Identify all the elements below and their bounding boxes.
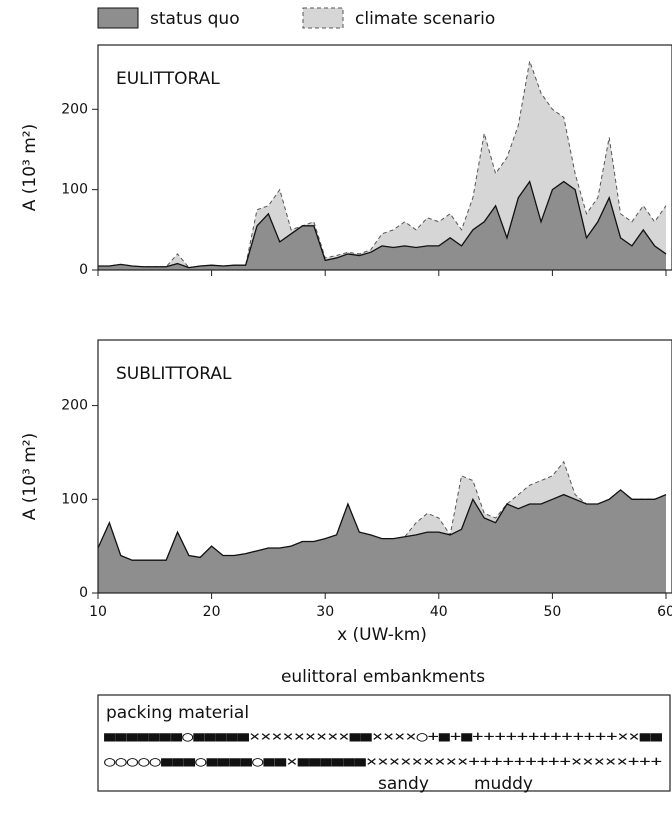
panel-label: EULITTORAL: [116, 69, 220, 89]
y-axis-label: A (10³ m²): [20, 124, 40, 212]
x-tick-label: 30: [316, 604, 334, 620]
y-tick-label: 200: [61, 101, 88, 117]
x-axis-label: x (UW-km): [337, 625, 427, 645]
panel-label: SUBLITTORAL: [116, 364, 232, 384]
legend: status quo climate scenario: [97, 7, 495, 29]
area: [98, 489, 666, 593]
y-tick-label: 0: [79, 262, 88, 278]
frame: [97, 44, 672, 271]
legend-label: climate scenario: [355, 9, 495, 29]
x-tick-label: 60: [657, 604, 672, 620]
embankment-heading: packing material: [106, 703, 249, 723]
y-tick-label: 0: [79, 585, 88, 601]
line: [98, 180, 667, 269]
legend-swatch: [97, 7, 139, 29]
y-axis-label: A (10³ m²): [20, 433, 40, 521]
legend-swatch: [302, 7, 344, 29]
note: muddy: [474, 774, 533, 794]
legend-label: status quo: [150, 9, 240, 29]
embankment-title: eulittoral embankments: [281, 667, 485, 687]
area: [98, 181, 666, 270]
note: sandy: [378, 774, 429, 794]
symbol-row: ■■■■■■■○■■■■■×××××××××■■××××○+■+■+++++++…: [104, 729, 663, 745]
y-tick-label: 200: [61, 398, 88, 414]
embankment-box: [97, 694, 671, 792]
y-tick-label: 100: [61, 491, 88, 507]
line: [97, 489, 667, 561]
y-tick-label: 100: [61, 182, 88, 198]
x-tick-label: 50: [543, 604, 561, 620]
frame: [97, 339, 672, 594]
x-tick-label: 10: [89, 604, 107, 620]
x-tick-label: 40: [430, 604, 448, 620]
symbol-row: ○○○○○■■■○■■■■○■■×■■■■■■×××××××××++++++++…: [104, 754, 662, 770]
x-tick-label: 20: [203, 604, 221, 620]
